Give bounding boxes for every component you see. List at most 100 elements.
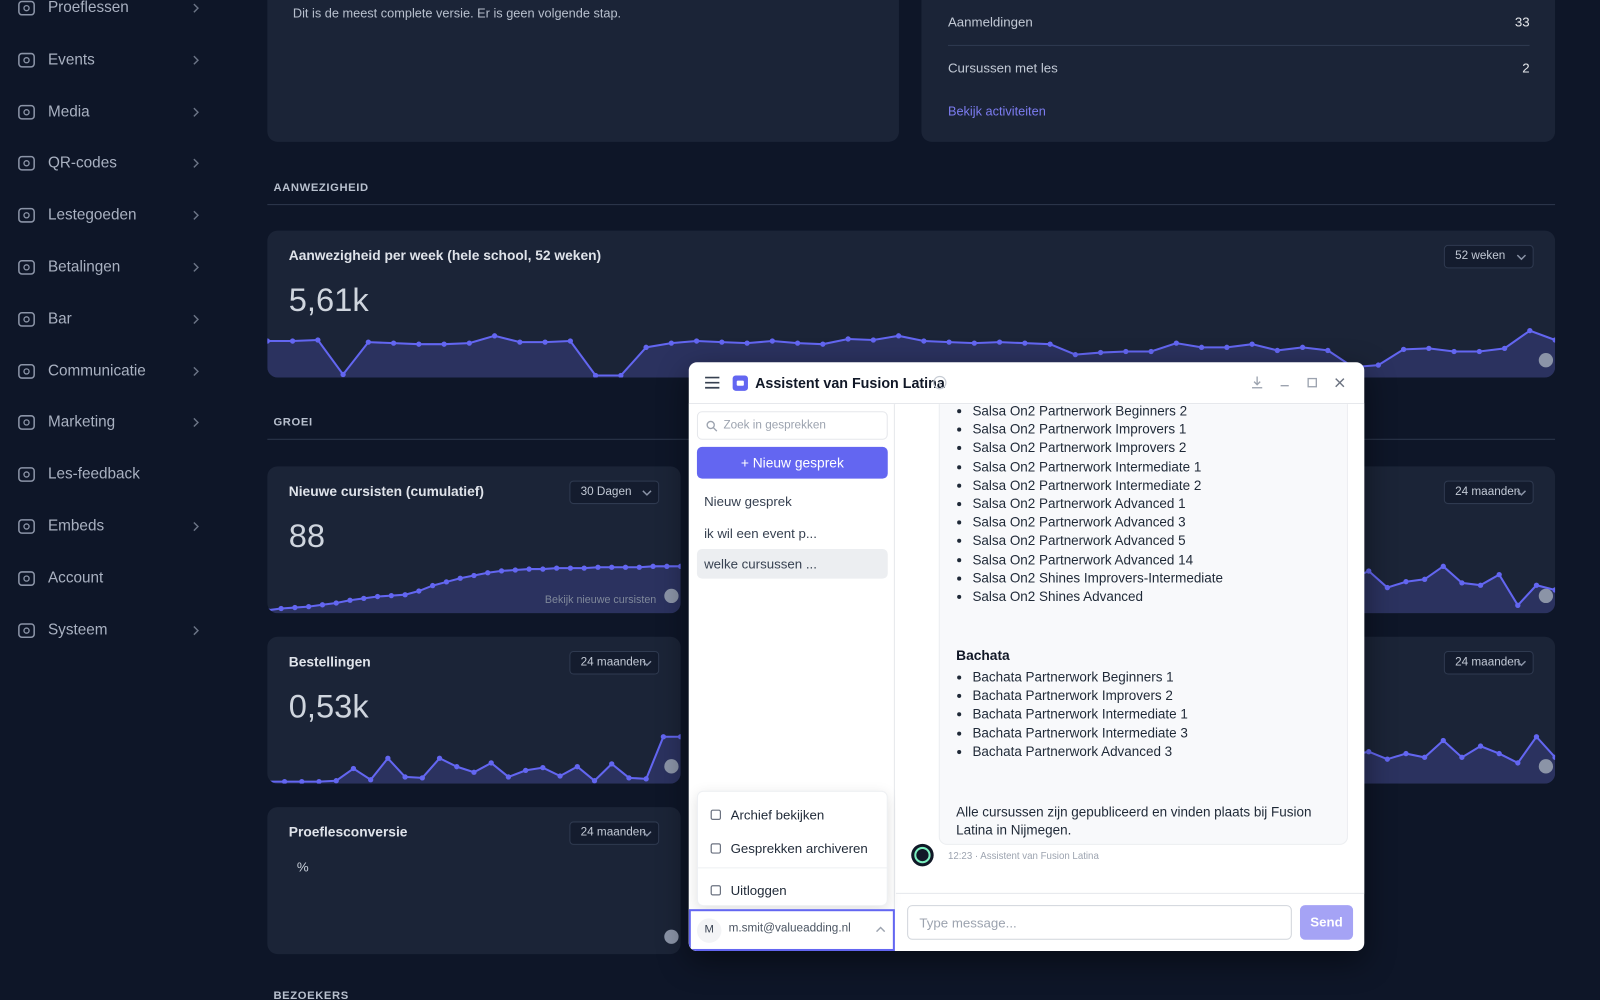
row-label: Aanmeldingen xyxy=(947,14,1033,30)
point xyxy=(491,333,498,339)
icon-part xyxy=(193,107,199,117)
range-select[interactable]: 24 maanden xyxy=(569,651,660,675)
icon-part xyxy=(1307,377,1317,388)
range-select[interactable]: 52 weken xyxy=(1443,244,1534,269)
sidebar-item[interactable]: Bar xyxy=(10,301,214,338)
menu-label: Archief bekijken xyxy=(730,807,825,823)
point xyxy=(1097,349,1104,356)
metric-value: 88 xyxy=(288,517,326,555)
point xyxy=(636,564,642,570)
sidebar-item[interactable]: Embeds xyxy=(10,508,214,545)
conversation-item[interactable]: welke cursussen ... xyxy=(696,549,888,579)
sidebar-label: Media xyxy=(47,102,90,120)
chevron xyxy=(876,926,886,933)
section-label: AANWEZIGHEID xyxy=(273,181,369,194)
point xyxy=(1198,344,1205,350)
point xyxy=(567,338,573,344)
point xyxy=(289,338,296,344)
point xyxy=(1501,345,1508,352)
point xyxy=(402,774,408,780)
menu-icon xyxy=(710,809,722,820)
menu-item[interactable]: Archief bekijken xyxy=(698,802,889,829)
point xyxy=(921,338,927,344)
sidebar-item[interactable]: Lestegoeden xyxy=(10,197,214,234)
conversation-item[interactable]: Nieuw gesprek xyxy=(697,487,888,517)
point xyxy=(595,564,601,570)
range-select[interactable]: 24 maanden xyxy=(569,821,660,845)
chevron xyxy=(193,366,199,376)
sidebar-item[interactable]: Les-feedback xyxy=(10,456,214,493)
message-input[interactable]: Type message... xyxy=(907,905,1292,940)
sidebar-item[interactable]: QR-codes xyxy=(10,145,214,182)
chevron xyxy=(193,3,199,13)
send-button[interactable]: Send xyxy=(1299,905,1354,940)
sidebar-item[interactable]: Events xyxy=(10,42,214,79)
icon-part xyxy=(914,846,931,864)
point xyxy=(1496,571,1502,578)
metric-value: 5,61k xyxy=(288,281,369,319)
point xyxy=(1515,602,1521,608)
icon-part xyxy=(23,212,30,219)
point xyxy=(1477,582,1484,588)
point xyxy=(540,566,546,572)
sidebar-icon xyxy=(18,0,35,16)
point xyxy=(1477,743,1484,749)
icon-part xyxy=(18,52,35,68)
range-select[interactable]: 24 maanden xyxy=(1443,480,1534,505)
sidebar-label: Lestegoeden xyxy=(47,206,137,224)
sidebar-label: Proeflessen xyxy=(47,0,129,17)
icon-part xyxy=(736,380,744,386)
point xyxy=(333,778,339,784)
course-item: Salsa On2 Partnerwork Advanced 3 xyxy=(972,513,1360,532)
input-placeholder: Type message... xyxy=(919,915,1017,931)
search-box[interactable]: Zoek in gesprekken xyxy=(696,411,888,440)
card-link[interactable]: Bekijk nieuwe cursisten xyxy=(544,593,657,607)
icon-part xyxy=(710,809,722,820)
menu-item[interactable]: Gesprekken archiveren xyxy=(698,836,889,863)
new-chat-button[interactable]: + Nieuw gesprek xyxy=(696,446,888,479)
point xyxy=(505,774,512,780)
menu-icon xyxy=(705,376,720,389)
point xyxy=(306,603,312,610)
point xyxy=(542,339,548,345)
chevron xyxy=(1516,490,1527,496)
point xyxy=(693,338,700,344)
sidebar-icon xyxy=(18,52,35,68)
course-item: Bachata Partnerwork Beginners 1 xyxy=(972,668,1360,687)
link[interactable]: Bekijk activiteiten xyxy=(947,104,1046,119)
card: Dit is de meest complete versie. Er is g… xyxy=(267,0,899,142)
course-item: Salsa On2 Partnerwork Intermediate 1 xyxy=(972,458,1360,477)
chevron xyxy=(1516,660,1527,667)
sidebar-label: Les-feedback xyxy=(47,465,140,483)
conversation-item[interactable]: ik wil een event p... xyxy=(697,518,888,548)
sidebar-item[interactable]: Proeflessen xyxy=(10,0,214,27)
new-chat-label: + Nieuw gesprek xyxy=(740,455,844,471)
sidebar-item[interactable]: Account xyxy=(10,560,214,597)
icon-part xyxy=(18,104,35,120)
point xyxy=(1440,737,1446,744)
row-label: Cursussen met les xyxy=(947,59,1058,75)
menu-item[interactable]: Uitloggen xyxy=(698,878,889,905)
range-select[interactable]: 24 maanden xyxy=(1443,651,1534,675)
icon-part xyxy=(193,210,199,221)
card: Aanmeldingen 33 Cursussen met les 2 Bekijk a… xyxy=(921,0,1556,142)
sidebar-item[interactable]: Betalingen xyxy=(10,249,214,286)
sidebar-label: QR-codes xyxy=(47,154,117,172)
point xyxy=(267,338,270,344)
sidebar-item[interactable]: Media xyxy=(10,93,214,130)
point xyxy=(267,607,270,613)
point xyxy=(668,340,674,346)
sidebar-label: Systeem xyxy=(47,621,108,639)
icon-part xyxy=(1516,254,1527,261)
icon-part xyxy=(1516,490,1527,496)
sidebar-item[interactable]: Systeem xyxy=(10,612,214,649)
sidebar-item[interactable]: Marketing xyxy=(10,404,214,441)
row-value: 33 xyxy=(1514,14,1530,30)
point xyxy=(1366,749,1372,755)
range-select[interactable]: 30 Dagen xyxy=(569,480,660,505)
sidebar-item[interactable]: Communicatie xyxy=(10,353,214,390)
card-text: Dit is de meest complete versie. Er is g… xyxy=(292,6,622,21)
point xyxy=(436,755,443,761)
point xyxy=(609,564,615,570)
